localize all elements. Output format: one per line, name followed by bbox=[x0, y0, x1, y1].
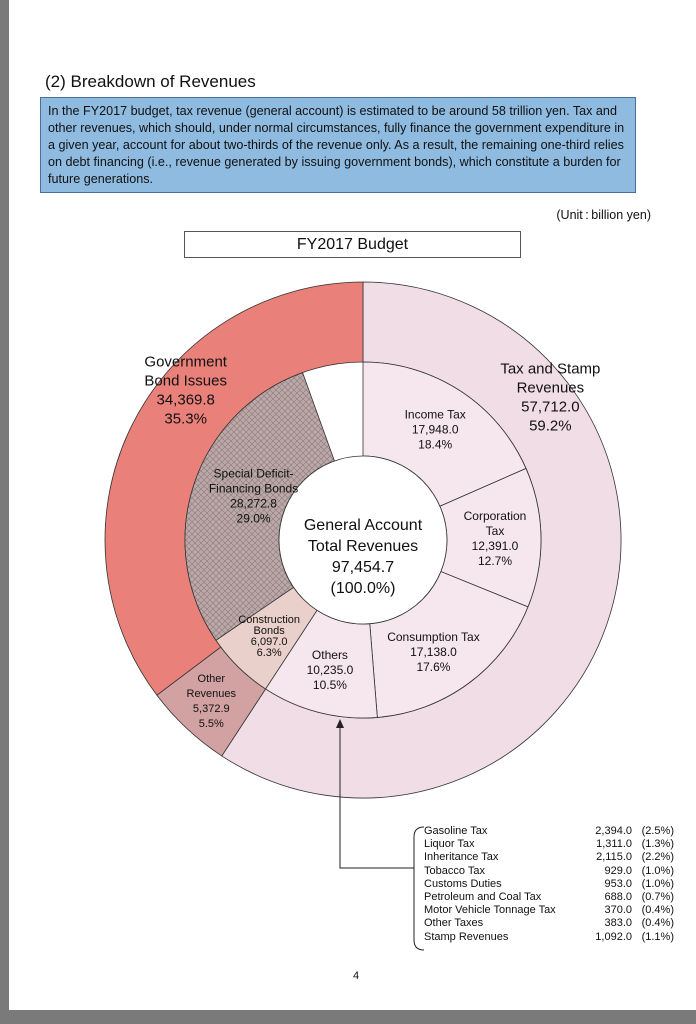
inner-label-construction-bonds: Construction Bonds 6,097.0 6.3% bbox=[238, 614, 300, 659]
legend-item-percent: (2.5%) bbox=[641, 825, 674, 837]
inner-label-corporation-tax: Corporation Tax 12,391.0 12.7% bbox=[464, 509, 527, 568]
legend-row: Tobacco Tax 929.0 (1.0%) bbox=[424, 865, 674, 878]
legend-item-percent: (1.3%) bbox=[641, 838, 674, 851]
legend-item-percent: (1.0%) bbox=[641, 877, 674, 890]
others-leader-line bbox=[339, 722, 414, 869]
legend-row: Inheritance Tax 2,115.0 (2.2%) bbox=[424, 851, 674, 864]
outer-label-tax-and-stamp-revenues: Tax and Stamp Revenues 57,712.0 59.2% bbox=[500, 361, 600, 435]
legend-item-value: 1,311.0 bbox=[596, 838, 632, 851]
legend-item-name: Motor Vehicle Tonnage Tax bbox=[424, 904, 556, 917]
legend-item-percent: (1.0%) bbox=[641, 864, 674, 877]
legend-item-value: 383.0 bbox=[604, 917, 632, 930]
legend-row: Liquor Tax 1,311.0 (1.3%) bbox=[424, 838, 674, 851]
legend-item-name: Gasoline Tax bbox=[424, 825, 488, 837]
legend-row: Stamp Revenues 1,092.0 (1.1%) bbox=[424, 931, 674, 944]
legend-item-value: 2,115.0 bbox=[596, 851, 632, 864]
legend-item-name: Customs Duties bbox=[424, 877, 502, 890]
legend-row: Motor Vehicle Tonnage Tax 370.0 (0.4%) bbox=[424, 904, 674, 917]
section-title: (2) Breakdown of Revenues bbox=[45, 72, 256, 91]
legend-item-percent: (0.4%) bbox=[641, 917, 674, 930]
legend-row: Other Taxes 383.0 (0.4%) bbox=[424, 917, 674, 930]
legend-item-percent: (1.1%) bbox=[641, 930, 674, 943]
others-breakdown-legend: Gasoline Tax 2,394.0 (2.5%) Liquor Tax 1,311… bbox=[412, 825, 674, 944]
inner-label-others: Others 10,235.0 10.5% bbox=[307, 648, 354, 692]
legend-item-name: Inheritance Tax bbox=[424, 851, 499, 864]
legend-item-name: Stamp Revenues bbox=[424, 930, 509, 943]
legend-item-percent: (0.7%) bbox=[641, 891, 674, 904]
center-disc bbox=[278, 455, 448, 625]
legend-item-name: Tobacco Tax bbox=[424, 864, 485, 877]
others-leader-arrowhead bbox=[336, 719, 344, 728]
unit-label: (Unit : billion yen) bbox=[556, 208, 651, 222]
legend-item-value: 2,394.0 bbox=[595, 825, 632, 837]
legend-row: Customs Duties 953.0 (1.0%) bbox=[424, 878, 674, 891]
legend-bracket bbox=[413, 826, 425, 951]
legend-item-value: 688.0 bbox=[604, 891, 632, 904]
legend-item-name: Petroleum and Coal Tax bbox=[424, 891, 542, 904]
inner-label-special-deficit-financing-bonds: Special Deficit-Financing Bonds 28,272.8 2… bbox=[209, 467, 298, 526]
legend-item-value: 370.0 bbox=[604, 904, 632, 917]
legend-item-name: Liquor Tax bbox=[424, 838, 475, 851]
outer-label-government-bond-issues: Government Bond Issues 34,369.8 35.3% bbox=[144, 353, 227, 427]
budget-title: FY2017 Budget bbox=[184, 231, 521, 258]
legend-item-percent: (0.4%) bbox=[641, 904, 674, 917]
legend-row: Petroleum and Coal Tax 688.0 (0.7%) bbox=[424, 891, 674, 904]
page-number: 4 bbox=[353, 970, 360, 982]
outer-label-other-revenues: Other Revenues 5,372.9 5.5% bbox=[187, 673, 237, 730]
legend-item-percent: (2.2%) bbox=[641, 851, 674, 864]
legend-item-value: 953.0 bbox=[604, 877, 632, 890]
legend-row: Gasoline Tax 2,394.0 (2.5%) bbox=[424, 825, 674, 838]
legend-item-value: 1,092.0 bbox=[595, 930, 632, 943]
inner-label-consumption-tax: Consumption Tax 17,138.0 17.6% bbox=[387, 630, 480, 674]
legend-item-value: 929.0 bbox=[604, 864, 632, 877]
intro-text-box: In the FY2017 budget, tax revenue (gener… bbox=[40, 97, 636, 193]
legend-item-name: Other Taxes bbox=[424, 917, 484, 930]
center-total-label: General Account Total Revenues 97,454.7 (10… bbox=[304, 517, 423, 597]
inner-label-income-tax: Income Tax 17,948.0 18.4% bbox=[405, 408, 466, 452]
